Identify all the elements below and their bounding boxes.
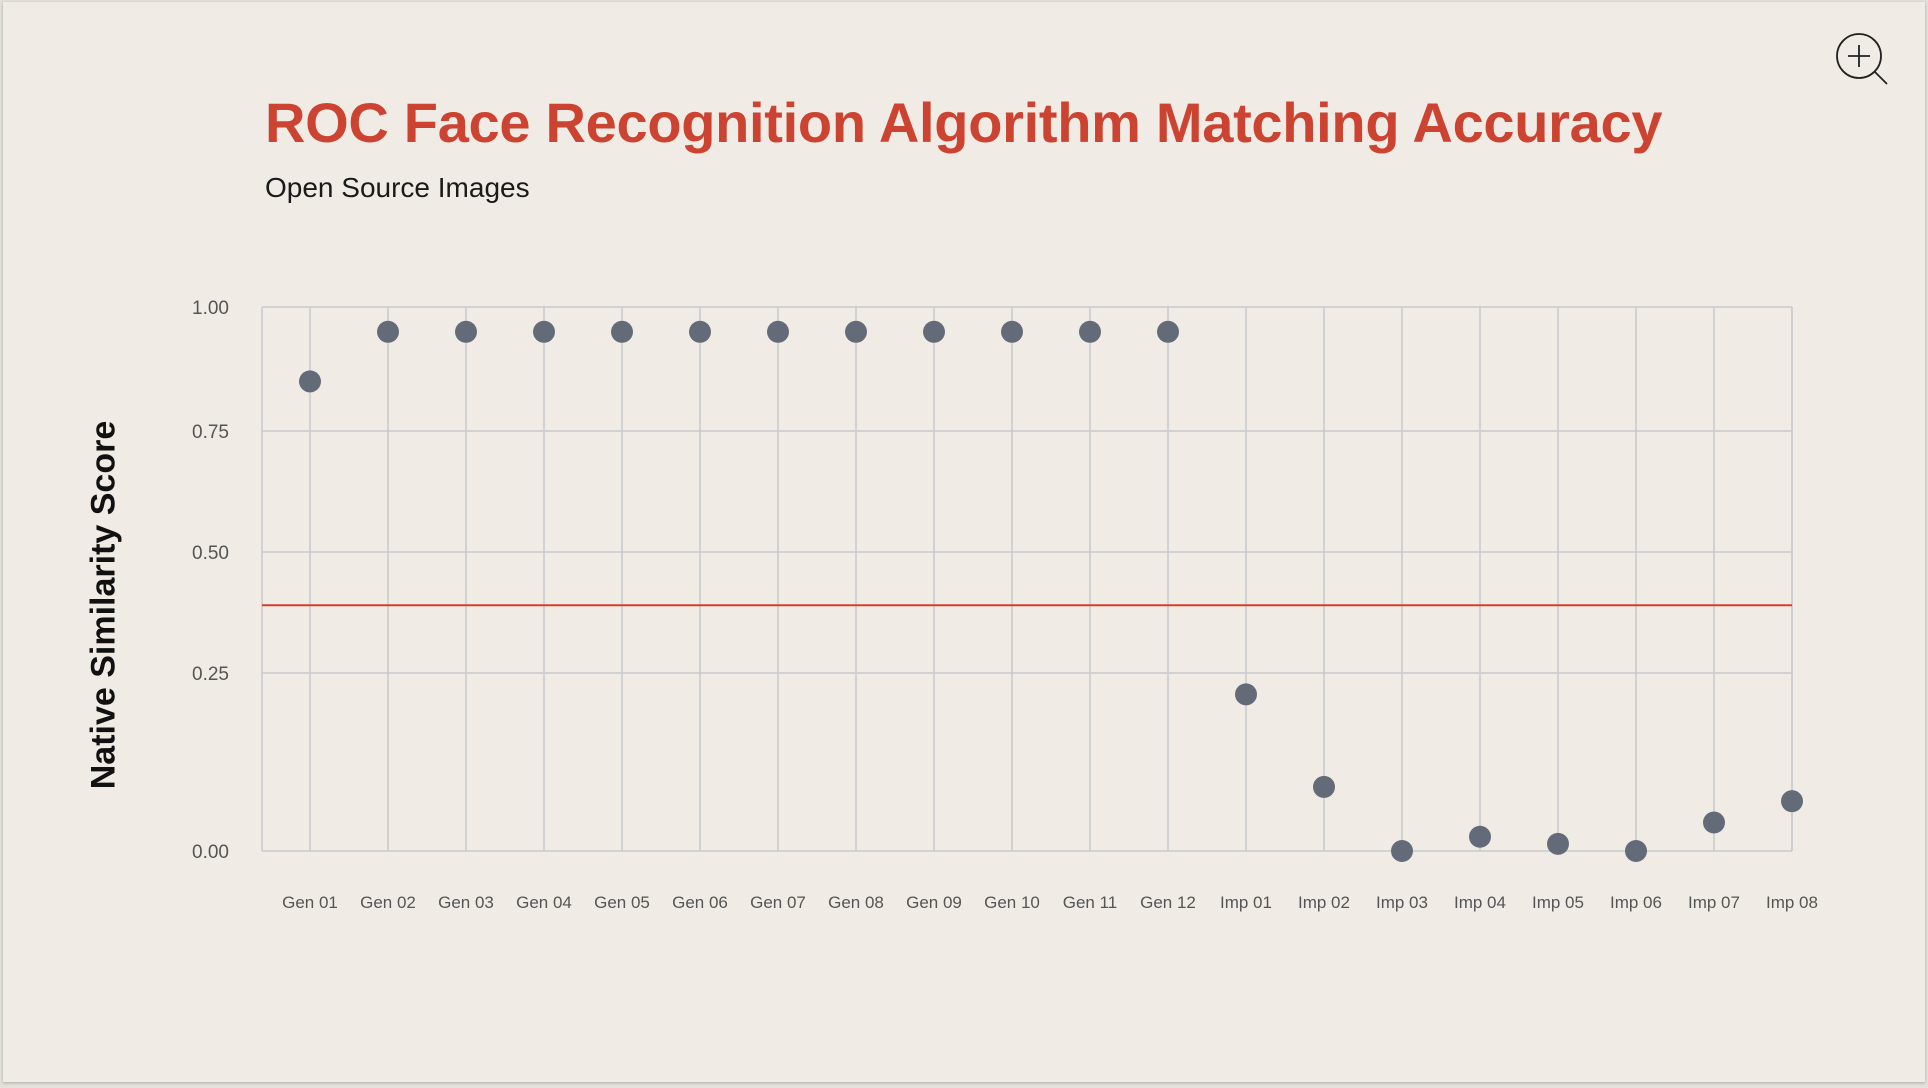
x-tick-label: Gen 08 [828, 893, 884, 912]
y-axis-label: Native Similarity Score [84, 420, 123, 790]
x-tick-label: Imp 08 [1766, 893, 1818, 912]
y-tick-label: 0.75 [192, 422, 229, 443]
data-point [1547, 832, 1569, 855]
zoom-in-icon [1836, 33, 1888, 85]
data-point [1001, 320, 1023, 343]
x-tick-label: Imp 07 [1688, 893, 1740, 912]
x-tick-label: Gen 06 [672, 893, 728, 912]
data-point [1703, 811, 1725, 834]
x-tick-label: Gen 04 [516, 893, 572, 912]
data-point [767, 320, 789, 343]
data-point [377, 320, 399, 343]
data-point [1235, 683, 1257, 706]
x-tick-label: Gen 01 [282, 893, 338, 912]
chart-subtitle: Open Source Images [265, 172, 530, 203]
x-tick-label: Imp 01 [1220, 893, 1272, 912]
x-tick-label: Imp 05 [1532, 893, 1584, 912]
data-point [1157, 320, 1179, 343]
x-tick-label: Imp 03 [1376, 893, 1428, 912]
plot-area: 1.00 0.75 0.50 0.25 0.00 Gen 01 Gen 02 Gen 03 Ge… [192, 298, 1818, 912]
data-point [1313, 775, 1335, 798]
x-tick-label: Gen 02 [360, 893, 416, 912]
y-tick-label: 0.25 [192, 664, 229, 685]
x-tick-label: Imp 04 [1454, 893, 1506, 912]
data-point [1781, 790, 1803, 813]
data-point [923, 320, 945, 343]
data-point [611, 320, 633, 343]
x-tick-label: Gen 03 [438, 893, 494, 912]
x-tick-label: Gen 11 [1063, 893, 1118, 912]
data-point [455, 320, 477, 343]
x-tick-label: Imp 02 [1298, 893, 1350, 912]
y-tick-label: 1.00 [192, 298, 229, 319]
data-point [1079, 320, 1101, 343]
chart-title: ROC Face Recognition Algorithm Matching … [265, 91, 1663, 154]
data-point [1469, 825, 1491, 848]
x-tick-label: Gen 07 [750, 893, 806, 912]
x-tick-label: Gen 12 [1140, 893, 1196, 912]
y-tick-label: 0.00 [192, 842, 229, 863]
zoom-in-button[interactable] [1833, 30, 1893, 90]
chart-card: ROC Face Recognition Algorithm Matching … [3, 2, 1925, 1082]
data-point [299, 370, 321, 393]
y-tick-label: 0.50 [192, 543, 229, 564]
x-tick-label: Gen 10 [984, 893, 1040, 912]
x-tick-label: Gen 09 [906, 893, 962, 912]
x-tick-label: Gen 05 [594, 893, 650, 912]
data-point [845, 320, 867, 343]
x-tick-label: Imp 06 [1610, 893, 1662, 912]
data-point [689, 320, 711, 343]
data-point [1391, 840, 1413, 862]
data-point [1625, 840, 1647, 862]
data-point [533, 320, 555, 343]
